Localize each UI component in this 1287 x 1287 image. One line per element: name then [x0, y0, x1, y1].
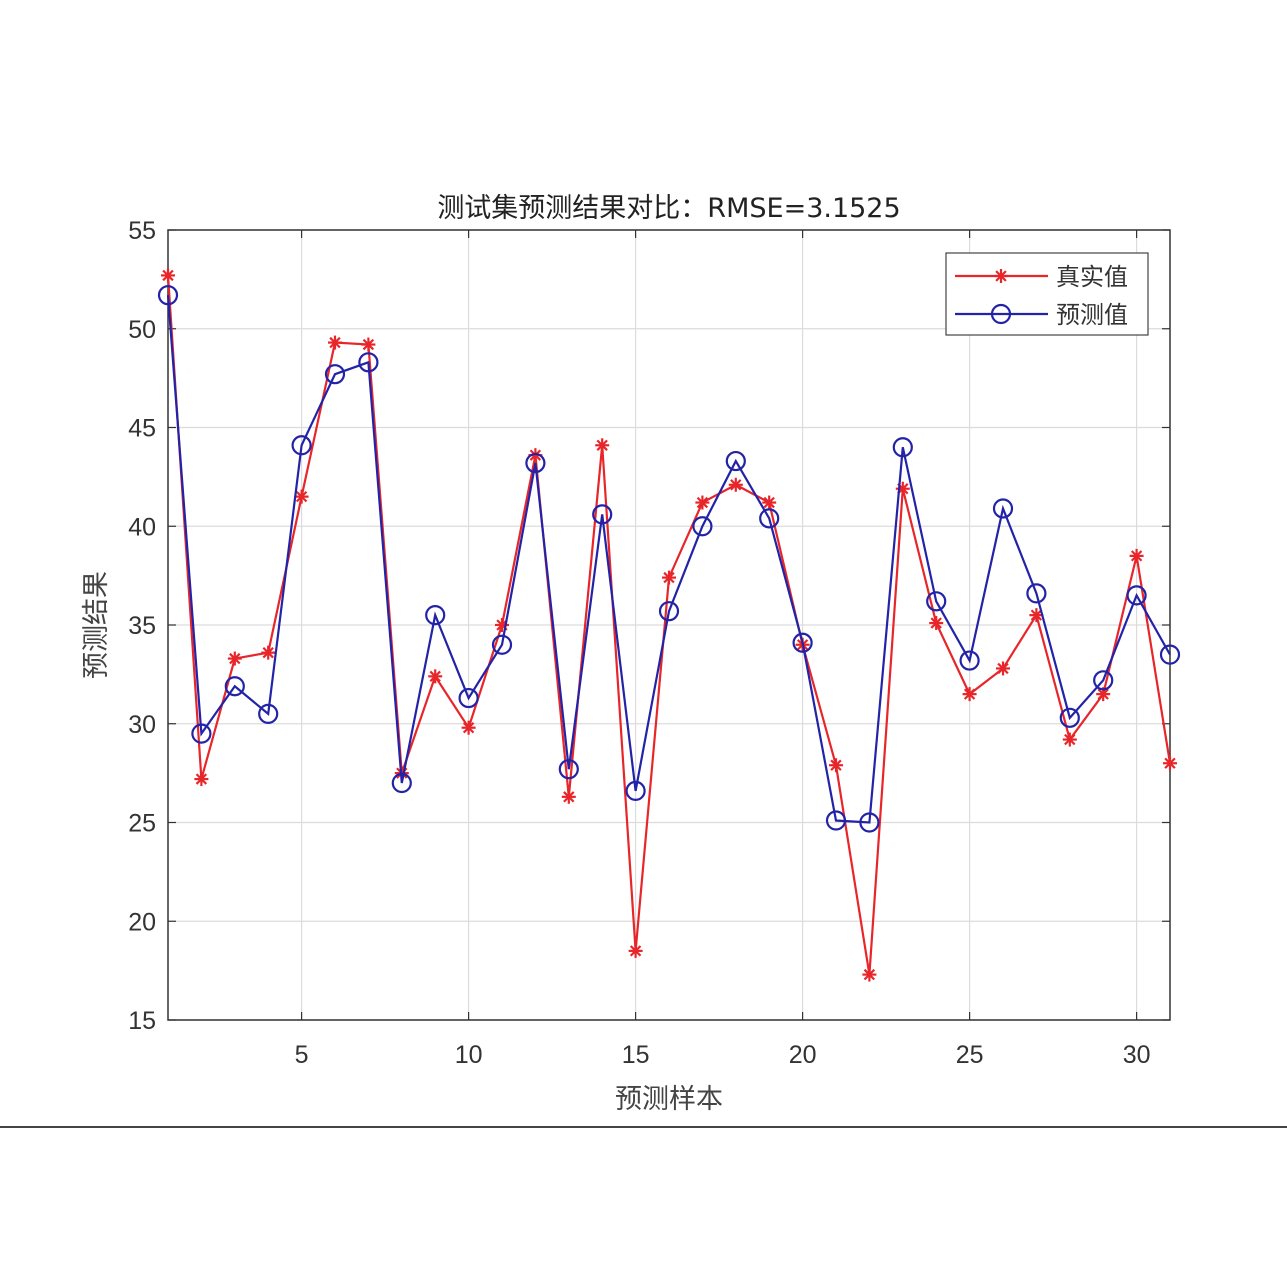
y-tick-label: 30 — [128, 711, 156, 739]
y-tick-label: 40 — [128, 513, 156, 541]
data-series — [157, 268, 1181, 982]
y-tick-label: 20 — [128, 908, 156, 936]
chart-title: 测试集预测结果对比：RMSE=3.1525 — [437, 193, 900, 224]
bottom-divider-line — [0, 1126, 1287, 1128]
x-tick-label: 15 — [622, 1041, 650, 1069]
legend-item: 预测值 — [955, 301, 1128, 329]
y-tick-label: 50 — [128, 316, 156, 344]
y-axis-label: 预测结果 — [81, 571, 112, 679]
y-tick-label: 45 — [128, 415, 156, 443]
x-tick-label: 30 — [1123, 1041, 1151, 1069]
y-tick-label: 35 — [128, 612, 156, 640]
grid-lines — [168, 229, 1170, 1021]
legend-label: 真实值 — [1056, 263, 1128, 291]
series-actual — [161, 268, 1177, 982]
x-tick-label: 20 — [789, 1041, 817, 1069]
x-axis-label: 预测样本 — [615, 1084, 723, 1115]
x-tick-label: 25 — [956, 1041, 984, 1069]
y-tick-label: 25 — [128, 810, 156, 838]
y-tick-label: 55 — [128, 217, 156, 245]
y-tick-label: 15 — [128, 1007, 156, 1035]
series-predicted — [157, 285, 1181, 833]
x-tick-label: 5 — [295, 1041, 309, 1069]
x-tick-label: 10 — [455, 1041, 483, 1069]
legend-item: 真实值 — [955, 263, 1128, 291]
legend-label: 预测值 — [1056, 301, 1128, 329]
